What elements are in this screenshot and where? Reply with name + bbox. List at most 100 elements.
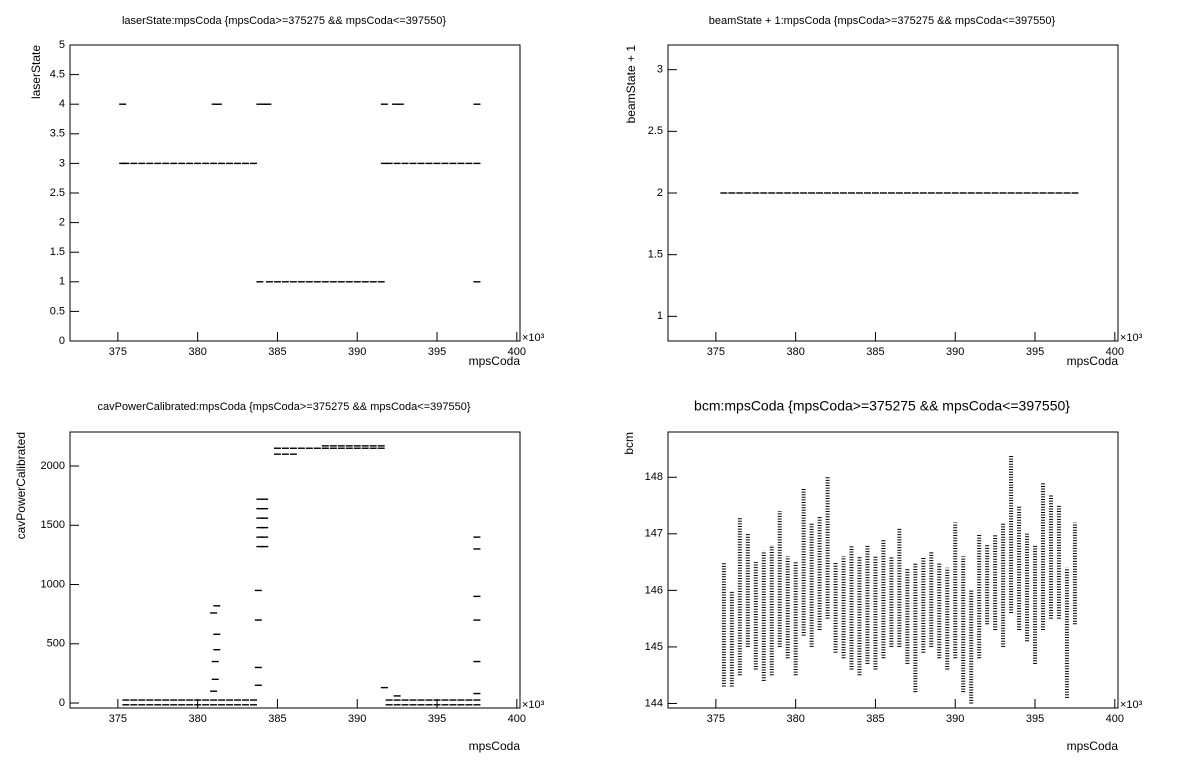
point: [254, 619, 262, 621]
point: [361, 447, 369, 449]
point: [840, 192, 848, 194]
x-tick-label: 400: [508, 713, 526, 725]
point: [393, 699, 401, 701]
point: [261, 498, 269, 500]
point: [250, 699, 258, 701]
point: [321, 447, 329, 449]
point: [202, 162, 210, 165]
y-axis-label: laserState: [29, 45, 43, 99]
point: [273, 281, 281, 283]
point: [1015, 192, 1023, 194]
point: [744, 192, 752, 194]
point: [242, 704, 250, 706]
point: [154, 704, 162, 706]
point: [380, 686, 388, 689]
point: [433, 704, 441, 706]
point: [409, 704, 417, 706]
point: [256, 526, 264, 529]
x-exponent: ×10³: [1120, 699, 1143, 711]
plot-frame: [667, 431, 1119, 709]
point: [473, 103, 481, 105]
point: [377, 445, 385, 447]
point: [254, 684, 262, 686]
point: [393, 695, 401, 697]
point: [211, 660, 219, 663]
chart-title: cavPowerCalibrated:mpsCoda {mpsCoda>=375…: [97, 401, 470, 413]
point: [138, 699, 146, 701]
x-tick-label: 375: [707, 346, 725, 358]
point: [832, 192, 840, 194]
y-tick-label: 0: [59, 335, 65, 347]
point: [369, 445, 377, 447]
point: [380, 103, 388, 105]
point: [261, 526, 269, 529]
point: [130, 162, 138, 165]
point: [178, 699, 186, 701]
point: [361, 281, 369, 283]
point: [441, 699, 449, 701]
point: [329, 445, 337, 447]
point: [393, 162, 401, 165]
point: [409, 162, 417, 165]
point: [337, 447, 345, 449]
x-tick-label: 395: [428, 713, 446, 725]
x-tick-label: 390: [348, 713, 366, 725]
point: [289, 447, 297, 449]
y-tick-label: 144: [645, 697, 663, 709]
x-axis-label: mpsCoda: [469, 354, 521, 368]
point: [457, 699, 465, 701]
point: [1023, 192, 1031, 194]
point: [281, 453, 289, 455]
point: [313, 447, 321, 449]
y-tick-label: 2.5: [648, 125, 663, 137]
point: [305, 447, 313, 449]
x-tick-label: 400: [1106, 346, 1124, 358]
point: [154, 162, 162, 165]
point: [146, 699, 154, 701]
point: [210, 704, 218, 706]
point: [138, 162, 146, 165]
point: [457, 162, 465, 165]
point: [234, 704, 242, 706]
point: [162, 162, 170, 165]
point: [887, 192, 895, 194]
point: [213, 605, 221, 607]
point: [871, 192, 879, 194]
point: [465, 699, 473, 701]
point: [281, 281, 289, 283]
point: [345, 445, 353, 447]
y-tick-label: 3.5: [50, 128, 65, 140]
point: [261, 507, 269, 510]
x-tick-label: 395: [1026, 713, 1044, 725]
point: [473, 699, 481, 701]
point: [353, 447, 361, 449]
point: [401, 699, 409, 701]
point: [202, 699, 210, 701]
point: [392, 103, 400, 105]
point: [449, 162, 457, 165]
point: [800, 192, 808, 194]
y-tick-label: 4.5: [50, 69, 65, 81]
point: [289, 281, 297, 283]
point: [256, 517, 264, 519]
x-exponent: ×10³: [1120, 332, 1143, 344]
y-tick-label: 1000: [41, 578, 65, 590]
point: [776, 192, 784, 194]
point: [1047, 192, 1055, 194]
point: [273, 453, 281, 455]
point: [313, 281, 321, 283]
y-tick-label: 2000: [41, 460, 65, 472]
point: [417, 704, 425, 706]
x-tick-label: 385: [268, 713, 286, 725]
point: [441, 704, 449, 706]
point: [369, 281, 377, 283]
point: [254, 666, 262, 669]
point: [218, 699, 226, 701]
point: [345, 447, 353, 449]
x-tick-label: 390: [348, 346, 366, 358]
y-tick-label: 146: [645, 584, 663, 596]
point: [848, 192, 856, 194]
point: [210, 690, 218, 692]
x-tick-label: 390: [946, 346, 964, 358]
